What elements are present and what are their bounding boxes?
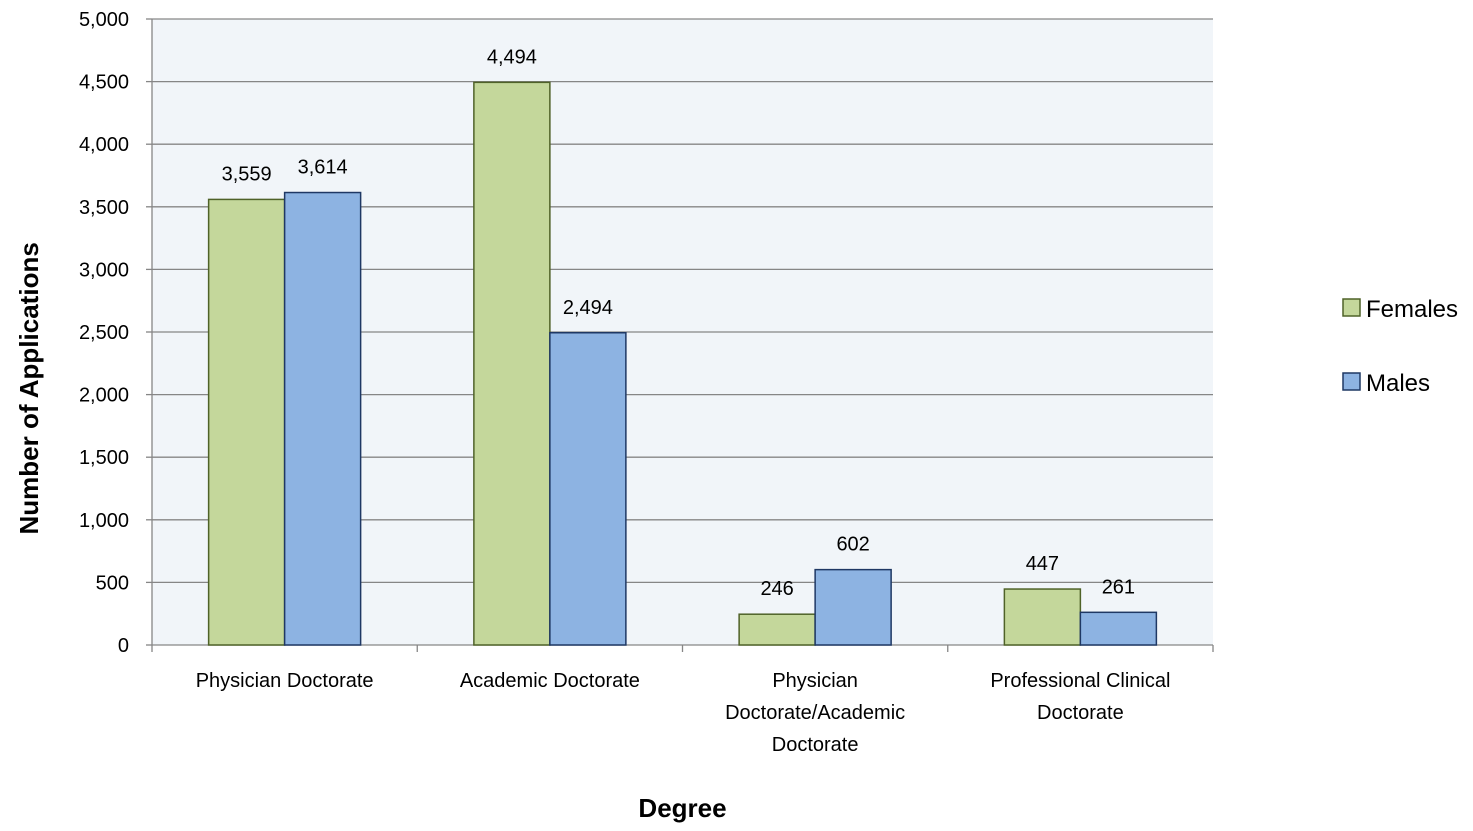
data-label: 3,559 bbox=[222, 163, 272, 185]
y-tick-label: 2,500 bbox=[79, 322, 129, 344]
y-tick-label: 500 bbox=[96, 572, 129, 594]
bar-females bbox=[738, 613, 816, 646]
x-tick-label-line: Doctorate/Academic bbox=[725, 702, 905, 724]
y-tick-label: 2,000 bbox=[79, 385, 129, 407]
bar-males bbox=[283, 191, 362, 646]
bar-males bbox=[549, 332, 627, 646]
y-tick-label: 4,000 bbox=[79, 134, 129, 156]
data-label: 447 bbox=[1026, 553, 1059, 575]
bar-males bbox=[814, 568, 892, 646]
y-tick-label: 3,500 bbox=[79, 197, 129, 219]
bar-females bbox=[1003, 588, 1082, 646]
y-tick-label: 1,500 bbox=[79, 447, 129, 469]
x-tick-label: Academic Doctorate bbox=[460, 670, 640, 692]
legend-label-males: Males bbox=[1366, 370, 1430, 397]
bar-females bbox=[473, 81, 551, 646]
y-tick-label: 0 bbox=[118, 635, 129, 657]
data-label: 4,494 bbox=[487, 46, 537, 68]
x-tick-label: Physician Doctorate/Academic Doctorate bbox=[725, 670, 905, 756]
bar-males bbox=[1079, 611, 1158, 646]
y-tick-label: 5,000 bbox=[79, 9, 129, 31]
legend-label-females: Females bbox=[1366, 296, 1458, 323]
x-tick-label-line: Doctorate bbox=[772, 734, 859, 756]
data-label: 3,614 bbox=[298, 157, 348, 179]
legend-swatch-females bbox=[1342, 298, 1361, 317]
x-tick-label-line: Professional Clinical bbox=[990, 670, 1170, 692]
y-tick-label: 3,000 bbox=[79, 259, 129, 281]
data-label: 246 bbox=[760, 578, 793, 600]
y-tick-label: 1,000 bbox=[79, 510, 129, 532]
x-tick-label-line: Physician bbox=[772, 670, 858, 692]
data-label: 2,494 bbox=[563, 297, 613, 319]
legend-swatch-males bbox=[1342, 372, 1361, 391]
x-tick-label-line: Physician Doctorate bbox=[196, 670, 374, 692]
data-label: 261 bbox=[1102, 576, 1135, 598]
x-tick-label: Physician Doctorate bbox=[196, 670, 374, 692]
x-axis-title: Degree bbox=[638, 793, 726, 823]
y-tick-label: 4,500 bbox=[79, 72, 129, 94]
x-tick-label-line: Academic Doctorate bbox=[460, 670, 640, 692]
x-tick-label: Professional Clinical Doctorate bbox=[990, 670, 1170, 724]
data-label: 602 bbox=[836, 534, 869, 556]
bar-females bbox=[207, 198, 286, 646]
y-axis-title: Number of Applications bbox=[14, 242, 44, 534]
x-tick-label-line: Doctorate bbox=[1037, 702, 1124, 724]
